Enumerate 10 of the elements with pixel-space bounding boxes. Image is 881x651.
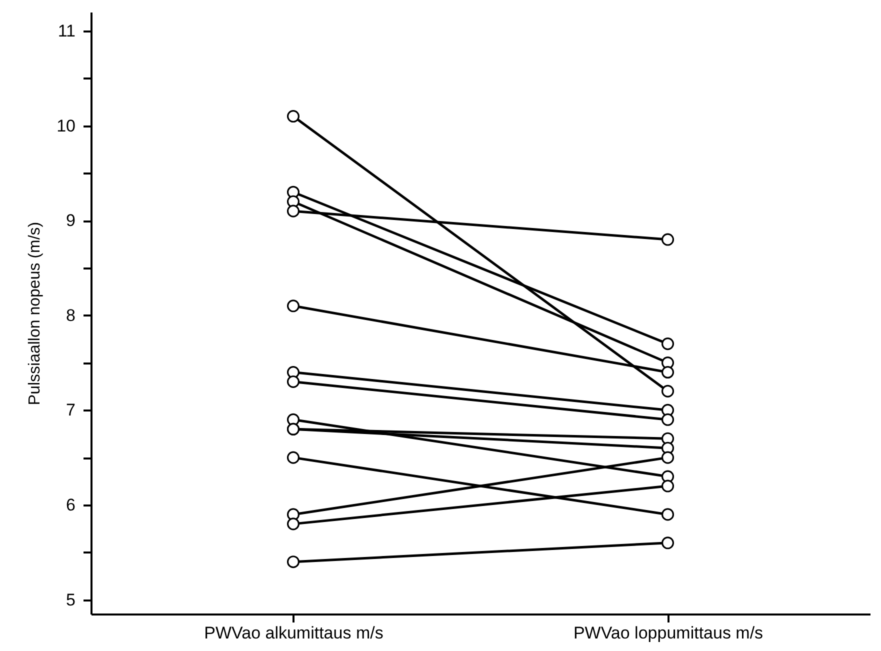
y-tick-label: 11 xyxy=(58,21,76,40)
y-tick-label: 10 xyxy=(56,116,76,136)
x-tick-label: PWVao alkumittaus m/s xyxy=(204,624,384,642)
y-tick-label: 9 xyxy=(66,211,76,230)
x-tick-label: PWVao loppumittaus m/s xyxy=(573,624,764,642)
y-tick-label: 8 xyxy=(66,306,76,325)
y-tick-label: 7 xyxy=(66,400,76,420)
y-tick-label: 6 xyxy=(66,495,76,514)
y-tick-label: 5 xyxy=(66,590,76,610)
y-axis-title: Pulssiaallon nopeus (m/s) xyxy=(26,222,44,406)
